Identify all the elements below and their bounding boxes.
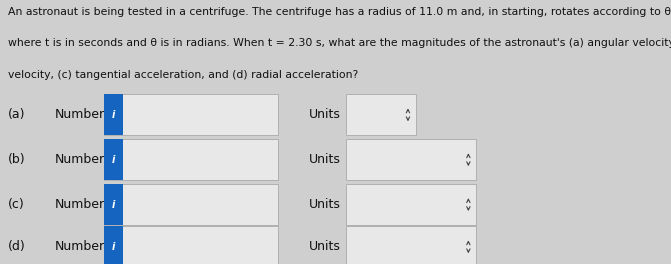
- Text: i: i: [111, 242, 115, 252]
- Text: (d): (d): [8, 240, 25, 253]
- Text: Units: Units: [309, 198, 341, 211]
- Text: where t is in seconds and θ is in radians. When t = 2.30 s, what are the magnitu: where t is in seconds and θ is in radian…: [8, 38, 671, 48]
- Text: (a): (a): [8, 108, 25, 121]
- Text: i: i: [111, 155, 115, 165]
- Text: Number: Number: [55, 153, 105, 166]
- Text: velocity, (c) tangential acceleration, and (d) radial acceleration?: velocity, (c) tangential acceleration, a…: [8, 70, 358, 80]
- FancyBboxPatch shape: [104, 139, 123, 180]
- Text: Number: Number: [55, 240, 105, 253]
- FancyBboxPatch shape: [104, 184, 278, 225]
- Text: Units: Units: [309, 108, 341, 121]
- Text: Number: Number: [55, 108, 105, 121]
- FancyBboxPatch shape: [346, 139, 476, 180]
- Text: i: i: [111, 110, 115, 120]
- FancyBboxPatch shape: [346, 226, 476, 264]
- FancyBboxPatch shape: [104, 139, 278, 180]
- Text: Units: Units: [309, 153, 341, 166]
- Text: An astronaut is being tested in a centrifuge. The centrifuge has a radius of 11.: An astronaut is being tested in a centri…: [8, 7, 671, 17]
- Text: Units: Units: [309, 240, 341, 253]
- Text: (b): (b): [8, 153, 25, 166]
- FancyBboxPatch shape: [104, 226, 123, 264]
- Text: (c): (c): [8, 198, 25, 211]
- FancyBboxPatch shape: [104, 184, 123, 225]
- FancyBboxPatch shape: [104, 226, 278, 264]
- Text: Number: Number: [55, 198, 105, 211]
- FancyBboxPatch shape: [346, 184, 476, 225]
- Text: i: i: [111, 200, 115, 210]
- FancyBboxPatch shape: [104, 95, 278, 135]
- FancyBboxPatch shape: [346, 95, 416, 135]
- FancyBboxPatch shape: [104, 95, 123, 135]
